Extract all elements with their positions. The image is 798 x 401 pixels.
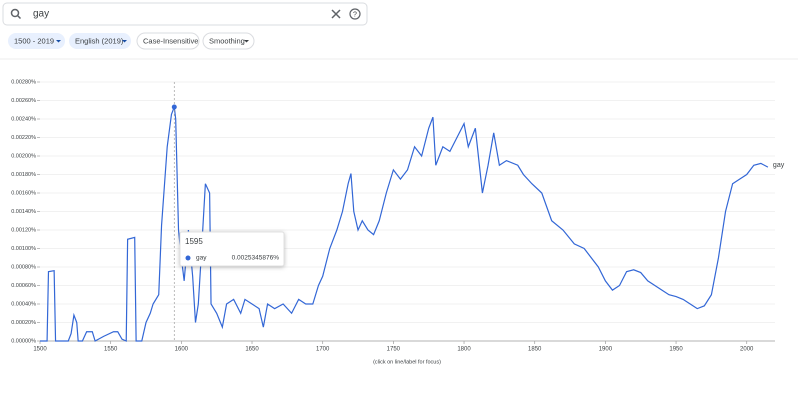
chip-label: 1500 - 2019 [14,36,54,45]
y-tick-label: 0.00120% [11,227,36,233]
chip-arrow [244,40,249,43]
y-tick-label: 0.00240% [11,116,36,122]
tooltip-box [179,231,285,267]
x-tick-label: 1800 [457,347,471,353]
chip-arrow [56,40,61,43]
x-tick-label: 1650 [245,347,259,353]
tooltip-year: 1595 [185,237,203,246]
chip-label: Case-Insensitive [143,36,198,45]
help-button[interactable] [349,8,361,20]
x-tick-label: 1600 [175,347,189,353]
y-tick-label: 0.00280% [11,79,36,85]
chip[interactable] [202,32,255,50]
y-tick-label: 0.00040% [11,301,36,307]
search-icon-handle [16,14,22,20]
search-box[interactable] [2,2,368,26]
y-tick-label: 0.00140% [11,209,36,215]
x-tick-label: 1750 [387,347,401,353]
y-tick-label: 0.00000% [11,338,36,344]
y-tick-label: 0.00160% [11,190,36,196]
chip[interactable] [69,33,131,49]
y-tick-label: 0.00060% [11,283,36,289]
series-label[interactable]: gay [773,162,785,169]
tooltip-series: gay [196,255,207,262]
hover-point [171,104,177,110]
x-tick-label: 1550 [104,347,118,353]
x-tick-label: 1700 [316,347,330,353]
tooltip: 1595 gay 0.0025345876% [179,231,285,267]
chip[interactable] [136,32,200,50]
y-tick-label: 0.00080% [11,264,36,270]
footnote: (click on line/label for focus) [373,359,441,365]
y-tick-label: 0.00260% [11,98,36,104]
chip[interactable] [8,33,65,49]
search-icon [10,8,20,18]
x-tick-label: 1900 [599,347,613,353]
x-tick-label: 1500 [33,347,47,353]
clear-button[interactable] [331,9,341,19]
y-tick-label: 0.00100% [11,246,36,252]
tooltip-value: 0.0025345876% [232,255,280,262]
y-tick-label: 0.00220% [11,135,36,141]
x-tick-label: 1850 [528,347,542,353]
x-tick-label: 1950 [669,347,683,353]
chip-arrow [122,40,127,43]
search-query[interactable]: gay [33,9,49,20]
plot: 0.00000% 0.00020% 0.00040% 0.00060% 0.00080%… [11,79,785,352]
tooltip-swatch [185,255,191,261]
y-tick-label: 0.00180% [11,172,36,178]
y-tick-label: 0.00020% [11,320,36,326]
series-line[interactable] [40,106,769,342]
y-tick-label: 0.00200% [11,153,36,159]
chip-label: English (2019) [75,36,124,45]
x-tick-label: 2000 [740,347,754,353]
chip-label: Smoothing [209,36,245,45]
help-icon: ? [353,11,357,18]
